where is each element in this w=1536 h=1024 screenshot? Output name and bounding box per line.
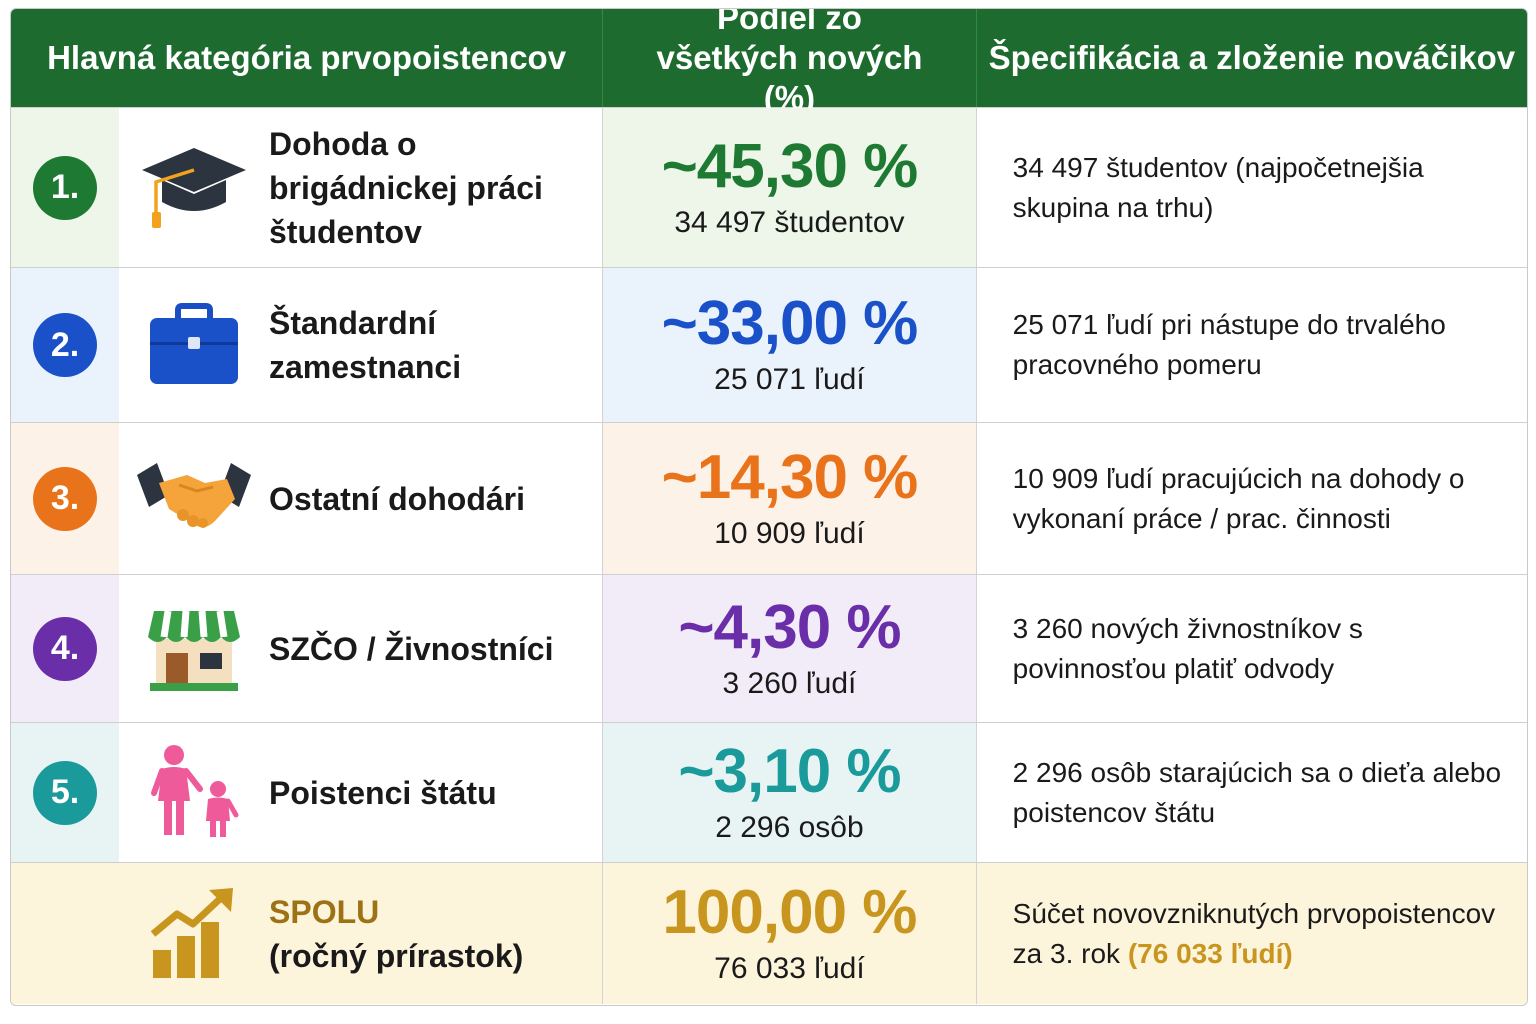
parent-child-icon <box>151 744 239 837</box>
header-share: Podiel zo všetkých nových (%) <box>602 9 976 116</box>
share-count: 2 296 osôb <box>715 810 864 844</box>
share-count: 3 260 ľudí <box>722 666 857 700</box>
category-label: Štandardní zamestnanci <box>269 268 603 422</box>
share-count: 10 909 ľudí <box>714 516 865 550</box>
table-row: 2. Štandardní zamestnanci ~33,00 % 25 07… <box>11 267 1527 422</box>
share-count: 25 071 ľudí <box>714 363 865 396</box>
category-cell: 2. Štandardní zamestnanci <box>11 268 603 422</box>
total-specification: Súčet novovzniknutých prvopoistencov za … <box>1013 894 1507 974</box>
share-cell: ~3,10 % 2 296 osôb <box>602 723 976 862</box>
table-row: 1. Dohoda o brigádnickej práci študentov… <box>11 107 1527 267</box>
share-cell: ~4,30 % 3 260 ľudí <box>602 575 976 722</box>
icon-box <box>119 268 269 422</box>
share-percent: ~3,10 % <box>678 736 901 806</box>
specification-cell: 25 071 ľudí pri nástupe do trvalého prac… <box>975 268 1527 422</box>
total-label: SPOLU (ročný prírastok) <box>269 863 603 1004</box>
table-row: 3. Ostatní dohodári ~14,30 % 10 909 ľudí… <box>11 422 1527 574</box>
share-percent: ~33,00 % <box>661 289 919 358</box>
icon-box <box>119 575 269 722</box>
category-cell: 3. Ostatní dohodári <box>11 423 603 574</box>
number-column: 5. <box>11 723 119 862</box>
category-label: Poistenci štátu <box>269 723 603 862</box>
handshake-icon <box>137 462 251 528</box>
total-specification-cell: Súčet novovzniknutých prvopoistencov za … <box>975 863 1527 1004</box>
share-percent: ~4,30 % <box>678 592 901 662</box>
share-count: 34 497 študentov <box>674 205 905 239</box>
icon-box <box>119 723 269 862</box>
row-number-badge: 2. <box>33 313 97 377</box>
briefcase-icon <box>150 303 238 384</box>
share-percent: ~45,30 % <box>661 131 919 201</box>
category-label: Ostatní dohodári <box>269 423 603 574</box>
total-spec-text: Súčet novovzniknutých prvopoistencov za … <box>1012 897 1496 969</box>
category-cell: 5. Poistenci štátu <box>11 723 603 862</box>
share-cell: ~33,00 % 25 071 ľudí <box>602 268 976 422</box>
row-number-badge: 5. <box>33 760 97 825</box>
specification-cell: 3 260 nových živnostníkov s povinnosťou … <box>975 575 1527 722</box>
row-number-badge: 4. <box>33 616 97 681</box>
table-row: 4. SZČO / Živnostníci ~4,30 % 3 260 ľudí… <box>11 574 1527 722</box>
total-count: 76 033 ľudí <box>714 951 865 985</box>
share-cell: 100,00 % 76 033 ľudí <box>602 863 976 1004</box>
icon-box <box>119 108 269 267</box>
total-spec-highlight: (76 033 ľudí) <box>1127 937 1293 969</box>
total-row: SPOLU (ročný prírastok) 100,00 % 76 033 … <box>11 862 1527 1004</box>
growth-chart-icon <box>150 887 233 978</box>
table-header: Hlavná kategória prvopoistencov Podiel z… <box>11 9 1527 116</box>
graduation-cap-icon <box>142 147 246 228</box>
specification-cell: 2 296 osôb starajúcich sa o dieťa alebo … <box>975 723 1527 862</box>
icon-box <box>119 863 269 1004</box>
number-column: 2. <box>11 268 119 422</box>
category-label: Dohoda o brigádnickej práci študentov <box>269 108 603 267</box>
categories-table: Hlavná kategória prvopoistencov Podiel z… <box>10 8 1528 1006</box>
total-label-line2: (ročný prírastok) <box>269 937 524 974</box>
total-label-line1: SPOLU <box>269 893 380 930</box>
number-column: 4. <box>11 575 119 722</box>
category-cell: SPOLU (ročný prírastok) <box>11 863 603 1004</box>
table-row: 5. Poistenci štátu ~3,10 % <box>11 722 1527 862</box>
header-specification: Špecifikácia a zloženie nováčikov <box>975 9 1527 107</box>
number-column: 1. <box>11 108 119 267</box>
category-cell: 1. Dohoda o brigádnickej práci študentov <box>11 108 603 267</box>
share-cell: ~45,30 % 34 497 študentov <box>602 108 976 267</box>
share-cell: ~14,30 % 10 909 ľudí <box>602 423 976 574</box>
row-number-badge: 3. <box>33 466 97 531</box>
number-column <box>11 863 119 1004</box>
number-column: 3. <box>11 423 119 574</box>
category-cell: 4. SZČO / Živnostníci <box>11 575 603 722</box>
category-label: SZČO / Živnostníci <box>269 575 603 722</box>
total-percent: 100,00 % <box>662 877 917 947</box>
specification-cell: 10 909 ľudí pracujúcich na dohody o vyko… <box>975 423 1527 574</box>
shop-icon <box>148 609 240 691</box>
row-number-badge: 1. <box>33 155 97 220</box>
specification-cell: 34 497 študentov (najpočetnejšia skupina… <box>975 108 1527 267</box>
icon-box <box>119 423 269 574</box>
header-category: Hlavná kategória prvopoistencov <box>47 39 567 76</box>
share-percent: ~14,30 % <box>661 442 919 512</box>
